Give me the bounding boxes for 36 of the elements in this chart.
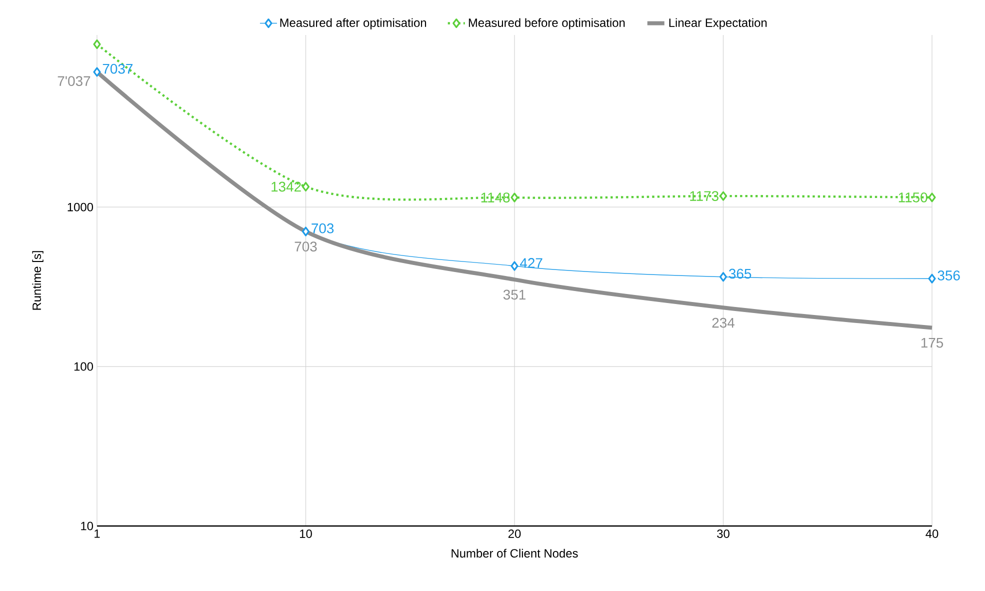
point	[93, 39, 101, 50]
x-tick-label: 1	[94, 530, 100, 538]
data-label: 175	[921, 338, 944, 348]
x-tick-label: 40	[926, 530, 938, 538]
data-label: 356	[938, 270, 960, 280]
data-label: 1342	[272, 182, 301, 192]
x-tick-label: 20	[508, 530, 521, 538]
data-label: 1148	[481, 192, 510, 202]
data-label: 234	[712, 318, 734, 328]
data-label: 1173	[690, 191, 718, 201]
point	[510, 261, 518, 271]
x-tick-label: 30	[717, 530, 730, 538]
legend-label: Measured after optimisation	[280, 18, 426, 30]
point	[93, 67, 101, 77]
data-label: 703	[312, 223, 334, 234]
point	[302, 226, 310, 236]
x-tick-label: 10	[300, 530, 312, 538]
legend-label: Measured before optimisation	[468, 18, 625, 30]
x-axis-title: Number of Client Nodes	[452, 548, 578, 558]
point	[719, 272, 728, 282]
data-label: 365	[728, 268, 752, 279]
point	[302, 182, 310, 192]
point	[928, 192, 936, 202]
data-label: 703	[294, 242, 317, 252]
data-label: 351	[503, 290, 526, 300]
data-label: 1150	[898, 192, 928, 202]
y-axis-title: Runtime [s]	[32, 251, 44, 310]
data-label: 427	[520, 258, 542, 268]
point	[719, 191, 728, 201]
y-tick-label: 1000	[68, 202, 94, 212]
point	[510, 192, 518, 202]
y-tick-label: 10	[81, 522, 94, 530]
y-tick-label: 100	[74, 362, 94, 371]
point	[928, 274, 936, 284]
data-label: 7'037	[58, 76, 90, 86]
legend-label: Linear Expectation	[669, 18, 767, 30]
